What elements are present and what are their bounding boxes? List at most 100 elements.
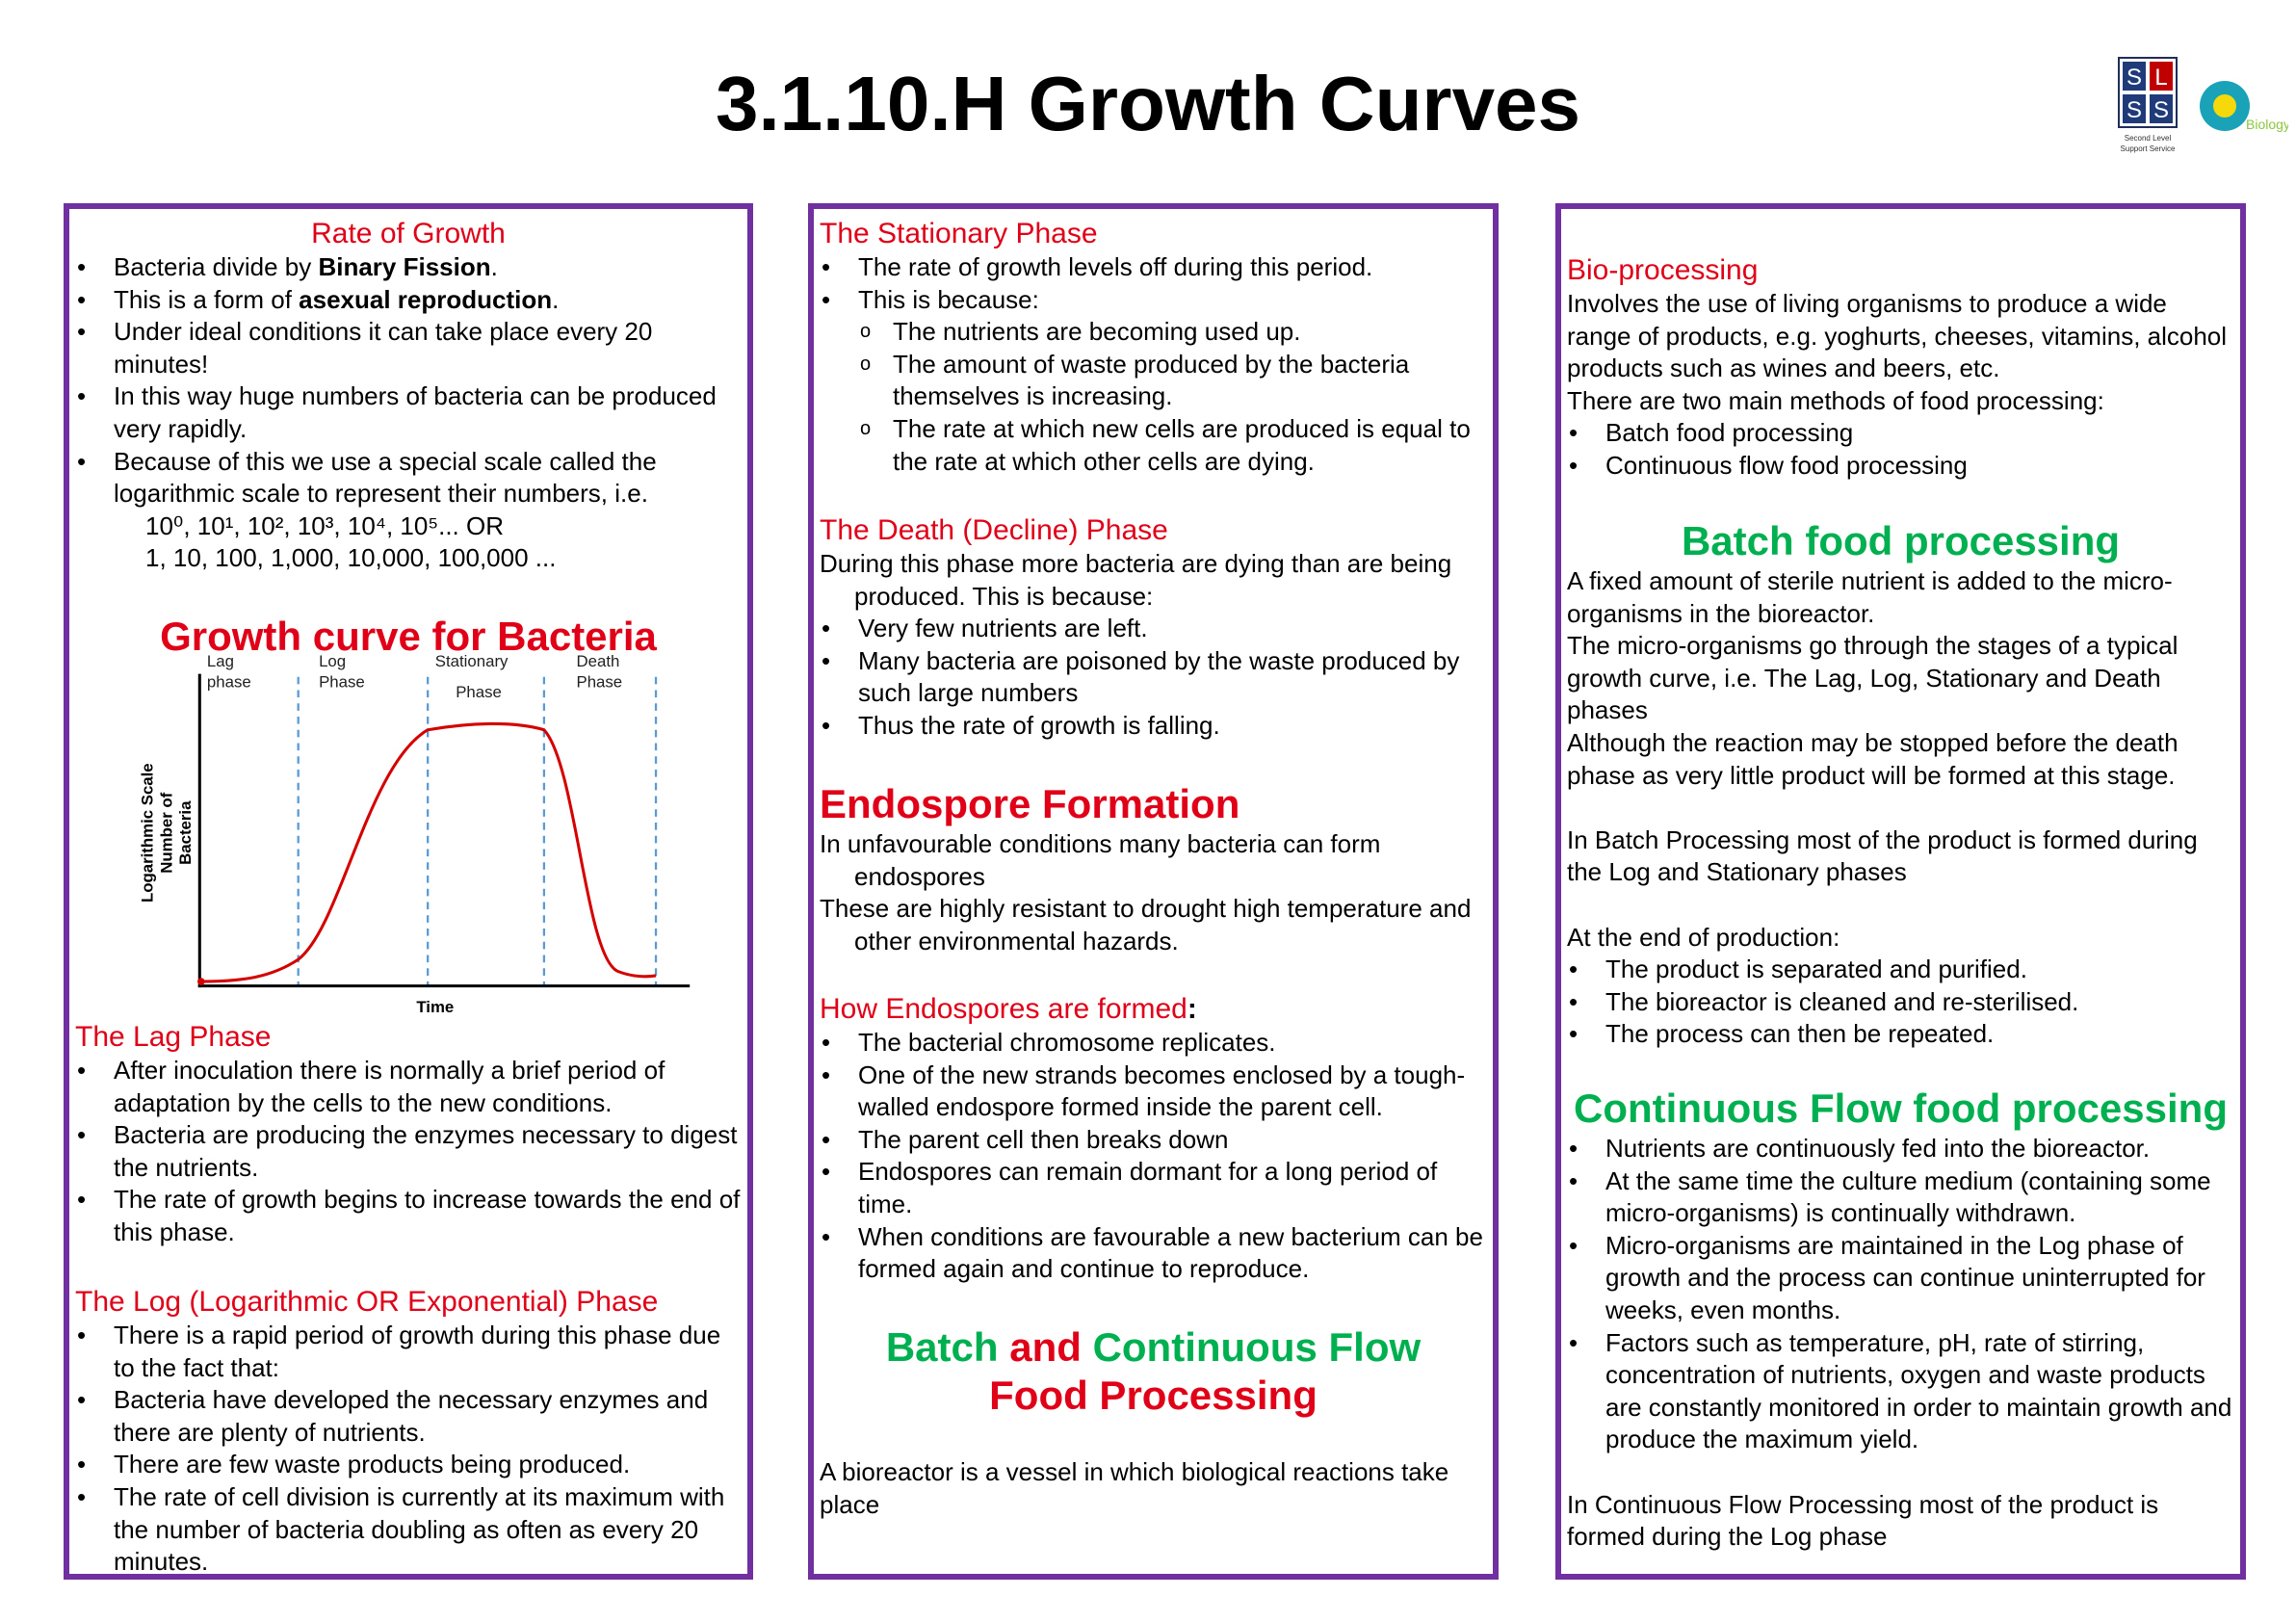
- phase-labels: Lag phase Log Phase Stationary Phase Dea…: [207, 652, 622, 701]
- phase-dividers: [297, 676, 658, 986]
- bullet-list: Very few nutrients are left.Many bacteri…: [820, 613, 1487, 742]
- logo-letter: S: [2153, 97, 2169, 123]
- bullet-item: Endospores can remain dormant for a long…: [820, 1156, 1487, 1220]
- section-heading: Rate of Growth: [311, 218, 506, 249]
- bullet-list: Nutrients are continuously fed into the …: [1567, 1133, 2234, 1456]
- logo-letter: S: [2126, 97, 2142, 123]
- heading-text: How Endospores are formed: [820, 993, 1187, 1025]
- bullet-item: There is a rapid period of growth during…: [75, 1320, 742, 1384]
- bullet-item: Many bacteria are poisoned by the waste …: [820, 645, 1487, 710]
- section-heading: The Stationary Phase: [820, 218, 1098, 249]
- bullet-item: The nutrients are becoming used up.: [820, 316, 1487, 349]
- bullet-list: After inoculation there is normally a br…: [75, 1055, 742, 1249]
- heading-punctuation: :: [1187, 993, 1197, 1025]
- bullet-list: The rate of growth levels off during thi…: [820, 251, 1487, 316]
- y-axis-label-line: Logarithmic Scale: [138, 763, 156, 903]
- section-heading: How Endospores are formed:: [820, 992, 1487, 1027]
- continuous-flow-processing: Continuous Flow food processing Nutrient…: [1567, 1085, 2234, 1554]
- growth-curve: Growth curve for Bacteria: [75, 613, 742, 661]
- chart-title: Growth curve for Bacteria: [160, 614, 657, 659]
- panel: Bio-processing Involves the use of livin…: [1555, 203, 2246, 1580]
- logo-caption: Support Service: [2121, 144, 2176, 153]
- bullet-item: Factors such as temperature, pH, rate of…: [1567, 1327, 2234, 1456]
- bullet-list: Batch food processingContinuous flow foo…: [1567, 417, 2234, 482]
- bullet-item: The rate at which new cells are produced…: [820, 413, 1487, 478]
- heading-part: Batch: [885, 1324, 999, 1370]
- bullet-item: There are few waste products being produ…: [75, 1449, 742, 1481]
- bullet-item: This is because:: [820, 284, 1487, 317]
- bullet-item: Because of this we use a special scale c…: [75, 446, 742, 510]
- bullet-item: Bacteria divide by Binary Fission.: [75, 251, 742, 284]
- batch-food-processing: Batch food processing A fixed amount of …: [1567, 517, 2234, 1051]
- paragraph: There are two main methods of food proce…: [1567, 385, 2104, 415]
- text: .: [552, 284, 560, 314]
- paragraphs: In unfavourable conditions many bacteria…: [820, 828, 1487, 957]
- paragraph: These are highly resistant to drought hi…: [820, 894, 1472, 955]
- bullet-item: Continuous flow food processing: [1567, 450, 2234, 483]
- section-heading: The Lag Phase: [75, 1021, 272, 1053]
- biology-icon: [2213, 94, 2236, 118]
- lag-phase: The Lag Phase After inoculation there is…: [75, 1020, 742, 1249]
- rate-of-growth: Rate of Growth Bacteria divide by Binary…: [75, 217, 742, 575]
- phase-label: Death: [577, 652, 620, 670]
- paragraph: A bioreactor is a vessel in which biolog…: [820, 1457, 1449, 1519]
- paragraph: Involves the use of living organisms to …: [1567, 289, 2228, 383]
- bullet-item: The parent cell then breaks down: [820, 1124, 1487, 1157]
- section-heading: Batch food processing: [1681, 518, 2121, 563]
- growth-curve-diagram: Lag phase Log Phase Stationary Phase Dea…: [138, 652, 691, 1016]
- scale-example: 10⁰, 10¹, 10², 10³, 10⁴, 10⁵... OR: [145, 510, 504, 540]
- section-heading: Endospore Formation: [820, 781, 1240, 826]
- y-axis-label-line: Number of: [157, 792, 175, 873]
- endospore-formation: Endospore Formation In unfavourable cond…: [820, 780, 1487, 957]
- logo-box: [2123, 62, 2146, 91]
- heading-part: Food Processing: [989, 1373, 1318, 1418]
- heading-part: Continuous Flow: [1092, 1324, 1422, 1370]
- logo: S L S S Second Level Support Service Bio…: [2118, 57, 2288, 153]
- paragraph: A fixed amount of sterile nutrient is ad…: [1567, 566, 2173, 628]
- bioreactor: A bioreactor is a vessel in which biolog…: [820, 1456, 1487, 1521]
- paragraph: In unfavourable conditions many bacteria…: [820, 829, 1381, 891]
- bullet-item: The rate of growth begins to increase to…: [75, 1184, 742, 1248]
- stationary-phase: The Stationary Phase The rate of growth …: [820, 217, 1487, 478]
- bullet-item: At the same time the culture medium (con…: [1567, 1165, 2234, 1230]
- bullet-item: Bacteria have developed the necessary en…: [75, 1384, 742, 1449]
- bullet-item: The amount of waste produced by the bact…: [820, 349, 1487, 413]
- bold-text: asexual reproduction: [299, 284, 553, 314]
- bold-text: Binary Fission: [318, 252, 491, 281]
- bullet-item: The rate of growth levels off during thi…: [820, 251, 1487, 284]
- logo-caption: Second Level: [2125, 134, 2172, 143]
- paragraph: In Batch Processing most of the product …: [1567, 824, 2198, 887]
- section-heading: Continuous Flow food processing: [1574, 1086, 2228, 1131]
- section-heading: The Death (Decline) Phase: [820, 514, 1168, 546]
- phase-label: Lag: [207, 652, 234, 670]
- bullet-item: The rate of cell division is currently a…: [75, 1481, 742, 1579]
- logo-box: [2150, 62, 2173, 91]
- growth-curve: [200, 721, 657, 983]
- batch-and-continuous: Batch and Continuous Flow Food Processin…: [820, 1323, 1487, 1420]
- scale-example: 1, 10, 100, 1,000, 10,000, 100,000 ...: [145, 543, 557, 573]
- phase-label: Phase: [319, 672, 365, 691]
- bullet-list: The product is separated and purified.Th…: [1567, 954, 2234, 1051]
- how-endospores-formed: How Endospores are formed: The bacterial…: [820, 992, 1487, 1286]
- logo-subject: Biology: [2246, 117, 2288, 132]
- bullet-list: The bacterial chromosome replicates.One …: [820, 1027, 1487, 1286]
- bullet-item: When conditions are favourable a new bac…: [820, 1221, 1487, 1286]
- bullet-item: This is a form of asexual reproduction.: [75, 284, 742, 317]
- bullet-item: Under ideal conditions it can take place…: [75, 316, 742, 380]
- paragraph: At the end of production:: [1567, 922, 1840, 952]
- text: This is a form of: [114, 284, 300, 314]
- phase-label: Phase: [577, 672, 623, 691]
- bullet-item: Very few nutrients are left.: [820, 613, 1487, 645]
- bullet-item: In this way huge numbers of bacteria can…: [75, 380, 742, 445]
- panel: The Stationary Phase The rate of growth …: [808, 203, 1499, 1580]
- y-axis-label: Logarithmic Scale Number of Bacteria: [138, 763, 195, 903]
- paragraph: During this phase more bacteria are dyin…: [820, 549, 1452, 611]
- bullet-item: The bacterial chromosome replicates.: [820, 1027, 1487, 1060]
- heading-part: and: [1009, 1324, 1082, 1370]
- bullet-item: Bacteria are producing the enzymes neces…: [75, 1119, 742, 1184]
- x-axis-label: Time: [416, 998, 454, 1016]
- bullet-item: Thus the rate of growth is falling.: [820, 710, 1487, 743]
- phase-label: Phase: [456, 683, 502, 701]
- section-heading: The Log (Logarithmic OR Exponential) Pha…: [75, 1286, 659, 1318]
